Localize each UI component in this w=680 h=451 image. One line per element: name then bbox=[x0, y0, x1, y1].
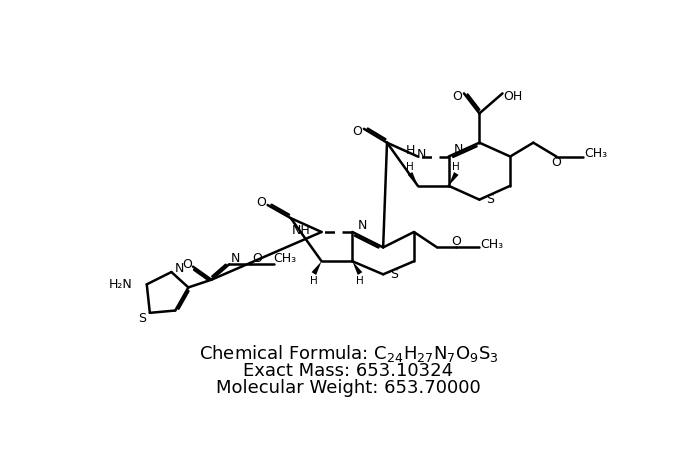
Text: OH: OH bbox=[504, 90, 523, 103]
Text: S: S bbox=[138, 313, 146, 326]
Text: O: O bbox=[182, 258, 192, 271]
Polygon shape bbox=[311, 261, 322, 275]
Text: H: H bbox=[356, 276, 364, 285]
Text: CH₃: CH₃ bbox=[584, 147, 607, 160]
Text: O: O bbox=[352, 124, 362, 138]
Text: NH: NH bbox=[292, 224, 311, 237]
Text: O: O bbox=[452, 90, 462, 103]
Text: S: S bbox=[486, 193, 494, 206]
Text: N: N bbox=[358, 219, 367, 231]
Text: H: H bbox=[452, 161, 460, 171]
Text: H: H bbox=[405, 144, 415, 157]
Text: H₂N: H₂N bbox=[109, 278, 133, 291]
Text: N: N bbox=[454, 143, 463, 156]
Text: N: N bbox=[175, 262, 185, 275]
Text: CH₃: CH₃ bbox=[273, 252, 296, 265]
Polygon shape bbox=[352, 261, 362, 275]
Text: Molecular Weight: 653.70000: Molecular Weight: 653.70000 bbox=[216, 378, 481, 396]
Text: O: O bbox=[252, 252, 262, 265]
Text: S: S bbox=[390, 268, 398, 281]
Text: N: N bbox=[231, 252, 240, 265]
Polygon shape bbox=[449, 172, 458, 186]
Text: H: H bbox=[310, 276, 318, 285]
Text: O: O bbox=[551, 156, 561, 169]
Polygon shape bbox=[408, 172, 418, 186]
Text: O: O bbox=[452, 235, 461, 248]
Text: H: H bbox=[406, 161, 414, 171]
Text: O: O bbox=[256, 196, 266, 209]
Text: N: N bbox=[417, 148, 426, 161]
Text: Chemical Formula: C$_{24}$H$_{27}$N$_{7}$O$_{9}$S$_{3}$: Chemical Formula: C$_{24}$H$_{27}$N$_{7}… bbox=[199, 343, 498, 364]
Text: Exact Mass: 653.10324: Exact Mass: 653.10324 bbox=[243, 362, 454, 380]
Text: CH₃: CH₃ bbox=[480, 238, 503, 251]
